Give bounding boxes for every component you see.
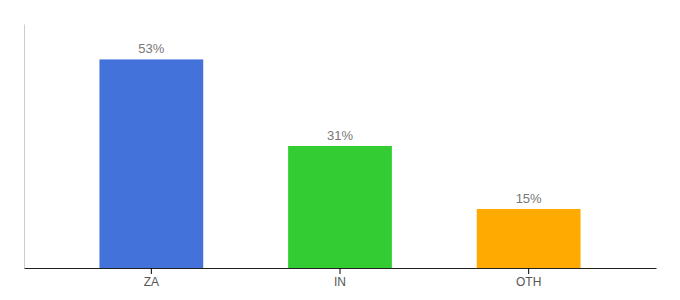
y-axis-line [24, 25, 25, 269]
data-labels: 53% 31% 15% [138, 41, 542, 206]
bar [99, 59, 203, 268]
x-tick-mark [528, 268, 529, 274]
chart-svg: ZA IN OTH 53% 31% 15% [0, 0, 680, 300]
x-tick: OTH [516, 268, 541, 289]
x-axis: ZA IN OTH [25, 268, 657, 289]
x-tick-label: IN [334, 275, 346, 289]
y-axis [24, 25, 25, 269]
x-tick-label: ZA [144, 275, 159, 289]
data-label: 15% [516, 191, 542, 206]
x-tick: IN [334, 268, 346, 289]
data-label: 31% [327, 128, 353, 143]
x-tick-label: OTH [516, 275, 541, 289]
x-tick-mark [340, 268, 341, 274]
chart-container: ZA IN OTH 53% 31% 15% [0, 0, 680, 300]
bar [477, 209, 581, 268]
data-label: 53% [138, 41, 164, 56]
x-tick: ZA [144, 268, 159, 289]
x-tick-mark [151, 268, 152, 274]
plot-area: ZA IN OTH 53% 31% 15% [25, 25, 657, 289]
bars [99, 59, 580, 268]
bar [288, 146, 392, 268]
